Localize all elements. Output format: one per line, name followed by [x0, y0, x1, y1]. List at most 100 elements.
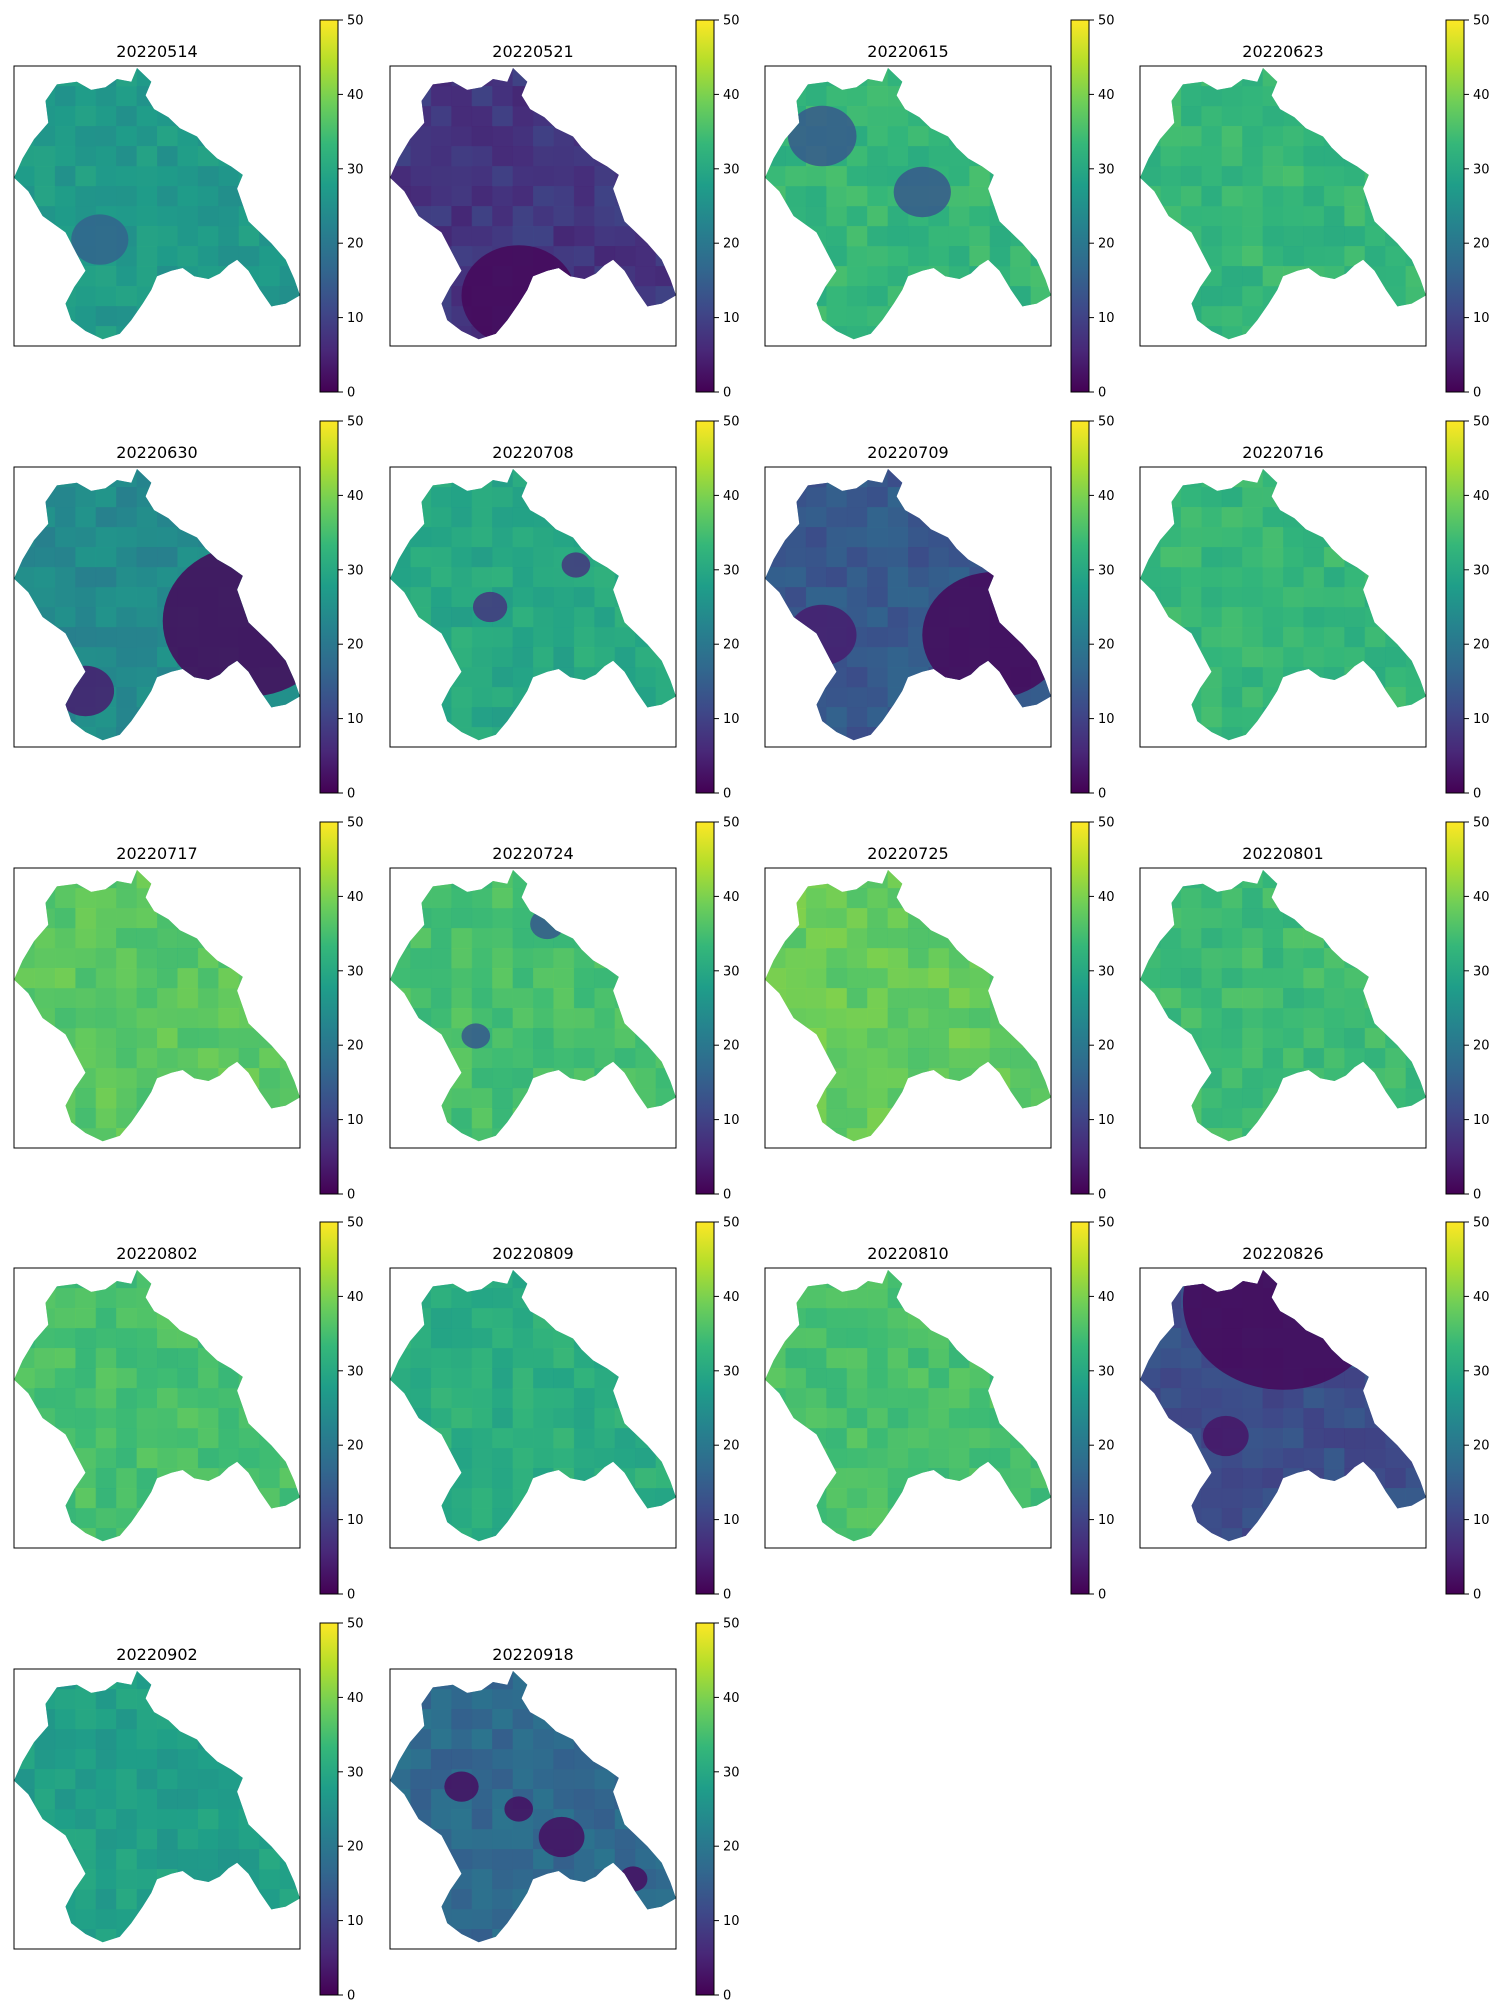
heatmap-cell [390, 707, 411, 728]
heatmap-cell [34, 1689, 56, 1710]
heatmap-cell [785, 948, 807, 969]
heatmap-cell [177, 928, 199, 949]
heatmap-cell [867, 266, 888, 287]
heatmap-cell [553, 1709, 575, 1730]
heatmap-cell [1180, 870, 1202, 889]
heatmap-cell [594, 1368, 616, 1389]
heatmap-cell [390, 1671, 411, 1690]
heatmap-cell [765, 507, 786, 528]
heatmap-cell [14, 707, 35, 728]
heatmap-cell [1283, 469, 1304, 488]
heatmap-cell [218, 166, 240, 187]
heatmap-cell [116, 1368, 137, 1389]
heatmap-cell [867, 1270, 888, 1289]
heatmap-cell [1010, 607, 1031, 628]
heatmap-cell [136, 1689, 158, 1710]
heatmap-cell [1201, 1108, 1223, 1129]
heatmap-cell [1160, 1028, 1182, 1049]
heatmap-cell [805, 1088, 827, 1109]
heatmap-cell [1140, 68, 1161, 87]
heatmap-cell [887, 68, 909, 87]
heatmap-cell [908, 870, 929, 889]
heatmap-cell [969, 326, 991, 340]
heatmap-cell [785, 1068, 807, 1089]
heatmap-cell [279, 1288, 300, 1309]
heatmap-cell [54, 1368, 76, 1389]
heatmap-cell [1221, 166, 1243, 187]
heatmap-cell [75, 286, 97, 307]
heatmap-cell [279, 567, 300, 588]
heatmap-cell [1262, 1428, 1284, 1449]
heatmap-cell [177, 1769, 199, 1790]
heatmap-cell [655, 908, 676, 929]
heatmap-cell [1364, 707, 1386, 728]
heatmap-cell [390, 1849, 411, 1870]
heatmap-cell [54, 1068, 76, 1089]
heatmap-cell [512, 206, 534, 227]
heatmap-cell [136, 1849, 158, 1870]
heatmap-cell [765, 687, 786, 708]
heatmap-cell [1405, 707, 1426, 728]
heatmap-cell [95, 507, 117, 528]
heatmap-cell [1201, 286, 1223, 307]
heatmap-cell [471, 1448, 493, 1469]
heatmap-cell [969, 1448, 991, 1469]
heatmap-cell [1242, 627, 1263, 648]
heatmap-cell [410, 1308, 432, 1329]
heatmap-cell [410, 246, 432, 267]
heatmap-cell [471, 1108, 493, 1129]
heatmap-cell [826, 507, 848, 528]
heatmap-cell [1405, 888, 1426, 909]
heatmap-cell [218, 1488, 240, 1509]
colorbar [1445, 19, 1465, 393]
heatmap-cell [533, 469, 554, 488]
heatmap-cell [218, 86, 240, 107]
heatmap-cell [846, 1068, 868, 1089]
heatmap-cell [614, 1889, 636, 1910]
heatmap-cell [533, 707, 554, 728]
heatmap-cell [238, 1428, 260, 1449]
heatmap-cell [34, 286, 56, 307]
heatmap-cell [969, 1128, 991, 1142]
heatmap-cell [451, 1048, 473, 1069]
heatmap-cell [553, 1028, 575, 1049]
heatmap-cell [390, 1028, 411, 1049]
heatmap-cell [136, 667, 158, 688]
heatmap-cell [1221, 1088, 1243, 1109]
heatmap-cell [1364, 1448, 1386, 1469]
heatmap-low-zone [787, 604, 857, 666]
heatmap-cell [34, 908, 56, 929]
heatmap-cell [765, 627, 786, 648]
heatmap-cell [136, 86, 158, 107]
heatmap-cell [1385, 1468, 1406, 1489]
heatmap-cell [826, 226, 848, 247]
heatmap-cell [1385, 1128, 1406, 1142]
heatmap-field [14, 469, 300, 741]
heatmap-cell [553, 1689, 575, 1710]
heatmap-cell [471, 1929, 493, 1943]
heatmap-cell [655, 1909, 676, 1930]
heatmap-cell [238, 1308, 260, 1329]
heatmap-cell [177, 1929, 199, 1943]
heatmap-cell [765, 68, 786, 87]
heatmap-cell [430, 1008, 452, 1029]
colorbar-tick-label: 50 [723, 1216, 740, 1231]
heatmap-cell [1010, 1088, 1031, 1109]
heatmap-cell [75, 607, 97, 628]
heatmap-cell [989, 968, 1011, 989]
heatmap-cell [136, 1428, 158, 1449]
heatmap-cell [655, 1889, 676, 1910]
heatmap-cell [655, 1488, 676, 1509]
heatmap-cell [259, 487, 280, 508]
heatmap-cell [785, 727, 807, 741]
heatmap-cell [1283, 567, 1304, 588]
heatmap-cell [1262, 68, 1284, 87]
heatmap-cell [1030, 627, 1051, 648]
heatmap-cell [785, 1008, 807, 1029]
heatmap-cell [928, 68, 950, 87]
heatmap-cell [573, 1789, 595, 1810]
heatmap-cell [1221, 567, 1243, 588]
heatmap-cell [928, 226, 950, 247]
heatmap-cell [826, 1308, 848, 1329]
